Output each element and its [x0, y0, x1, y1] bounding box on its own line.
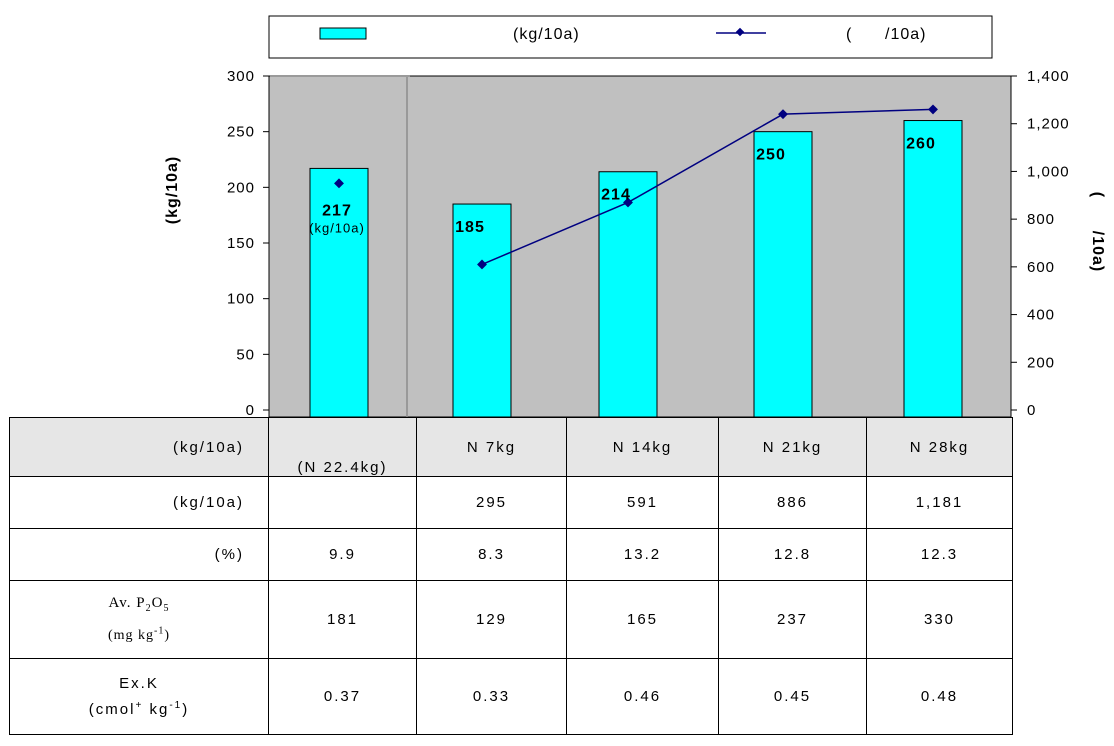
- y-left-tick-label: 50: [236, 346, 255, 363]
- table-cell: 295: [416, 476, 567, 529]
- y-right-tick-label: 0: [1027, 402, 1036, 418]
- bar-data-label: 217: [322, 202, 352, 219]
- table-cell: 9.9: [268, 528, 417, 581]
- table-cell: 12.3: [866, 528, 1013, 581]
- table-cell: [268, 476, 417, 529]
- legend-bar-swatch: [319, 27, 367, 40]
- line-point: [623, 197, 633, 208]
- bar-data-sublabel: (kg/10a): [309, 220, 365, 235]
- line-point: [334, 178, 344, 189]
- y-left-tick-label: 300: [227, 68, 255, 85]
- table-cell: 237: [718, 580, 867, 659]
- left-axis: 0 50 100 150 200 250 300: [227, 68, 269, 418]
- table-row: (kg/10a) (N 22.4kg) N 7kg N 14kg N 21kg …: [9, 417, 1013, 477]
- y-right-tick-label: 1,200: [1027, 116, 1070, 133]
- y-left-tick-label: 100: [227, 291, 255, 308]
- table-cell: N 7kg: [416, 417, 567, 477]
- line-point: [928, 104, 938, 115]
- table-cell: N 14kg: [566, 417, 719, 477]
- row-header: Av. P2O5 (mg kg-1): [9, 580, 269, 659]
- y-right-tick-label: 800: [1027, 211, 1055, 228]
- y-right-tick-label: 200: [1027, 354, 1055, 371]
- legend-line-label: ( /10a): [846, 26, 926, 43]
- av-p2o5-label: Av. P2O5: [108, 595, 170, 615]
- y-right-tick-label: 600: [1027, 259, 1055, 276]
- y-left-tick-label: 200: [227, 179, 255, 196]
- y-axis-left-label: (kg/10a): [164, 156, 181, 224]
- table-cell: 12.8: [718, 528, 867, 581]
- line-point: [477, 259, 487, 270]
- bar: [598, 171, 658, 418]
- legend-bar-label: (kg/10a): [513, 26, 580, 43]
- bar-data-label: 250: [756, 147, 786, 164]
- table-cell: 181: [268, 580, 417, 659]
- y-axis-right-label: ( /10a): [1089, 192, 1106, 272]
- row-header: Ex.K (cmol+ kg-1): [9, 658, 269, 735]
- bar-data-label: 185: [455, 219, 485, 236]
- table-cell: 330: [866, 580, 1013, 659]
- table-row: Ex.K (cmol+ kg-1) 0.37 0.33 0.46 0.45 0.…: [9, 658, 1013, 735]
- table-cell: 886: [718, 476, 867, 529]
- table-cell: N 21kg: [718, 417, 867, 477]
- data-table: (kg/10a) (N 22.4kg) N 7kg N 14kg N 21kg …: [9, 417, 1013, 735]
- line-series-path: [481, 108, 934, 266]
- y-left-tick-label: 250: [227, 124, 255, 141]
- table-cell: 1,181: [866, 476, 1013, 529]
- legend-box: [268, 15, 993, 59]
- bar: [903, 120, 963, 418]
- bar-data-label: 260: [906, 136, 936, 153]
- table-cell: 0.37: [268, 658, 417, 735]
- y-right-tick-label: 1,000: [1027, 163, 1070, 180]
- row-header: (%): [9, 528, 269, 581]
- table-cell: 591: [566, 476, 719, 529]
- table-cell: N 28kg: [866, 417, 1013, 477]
- table-cell: 165: [566, 580, 719, 659]
- table-cell: 13.2: [566, 528, 719, 581]
- y-right-tick-label: 1,400: [1027, 68, 1070, 85]
- bar-labels: 217 185 214 250 260 (kg/10a): [309, 136, 936, 237]
- exk-label: Ex.K: [119, 674, 159, 692]
- line-series: [334, 104, 938, 270]
- bar: [452, 203, 512, 418]
- table-row: (kg/10a) 295 591 886 1,181: [9, 476, 1013, 529]
- table-cell: 0.33: [416, 658, 567, 735]
- bar: [753, 131, 813, 418]
- av-p2o5-unit: (mg kg-1): [107, 625, 171, 643]
- table-cell: 129: [416, 580, 567, 659]
- table-cell: 0.45: [718, 658, 867, 735]
- table-cell: (N 22.4kg): [268, 417, 417, 477]
- table-row: Av. P2O5 (mg kg-1) 181 129 165 237 330: [9, 580, 1013, 659]
- table-row: (%) 9.9 8.3 13.2 12.8 12.3: [9, 528, 1013, 581]
- plot-top-light: [270, 75, 410, 77]
- row-header: (kg/10a): [9, 417, 269, 477]
- exk-unit: (cmol+ kg-1): [88, 699, 190, 718]
- table-cell: 8.3: [416, 528, 567, 581]
- bar: [309, 167, 369, 418]
- y-left-tick-label: 0: [246, 402, 255, 418]
- table-cell: 0.46: [566, 658, 719, 735]
- row-header: (kg/10a): [9, 476, 269, 529]
- bar-data-label: 214: [601, 187, 631, 204]
- y-left-tick-label: 150: [227, 235, 255, 252]
- chart: (kg/10a) ( /10a) 0 50 100 150 200 250 300 0 200…: [164, 15, 1106, 418]
- bars: [309, 120, 963, 418]
- right-axis: 0 200 400 600 800 1,000 1,200 1,400: [1011, 68, 1070, 418]
- line-point: [778, 109, 788, 120]
- y-right-tick-label: 400: [1027, 307, 1055, 324]
- table-cell: 0.48: [866, 658, 1013, 735]
